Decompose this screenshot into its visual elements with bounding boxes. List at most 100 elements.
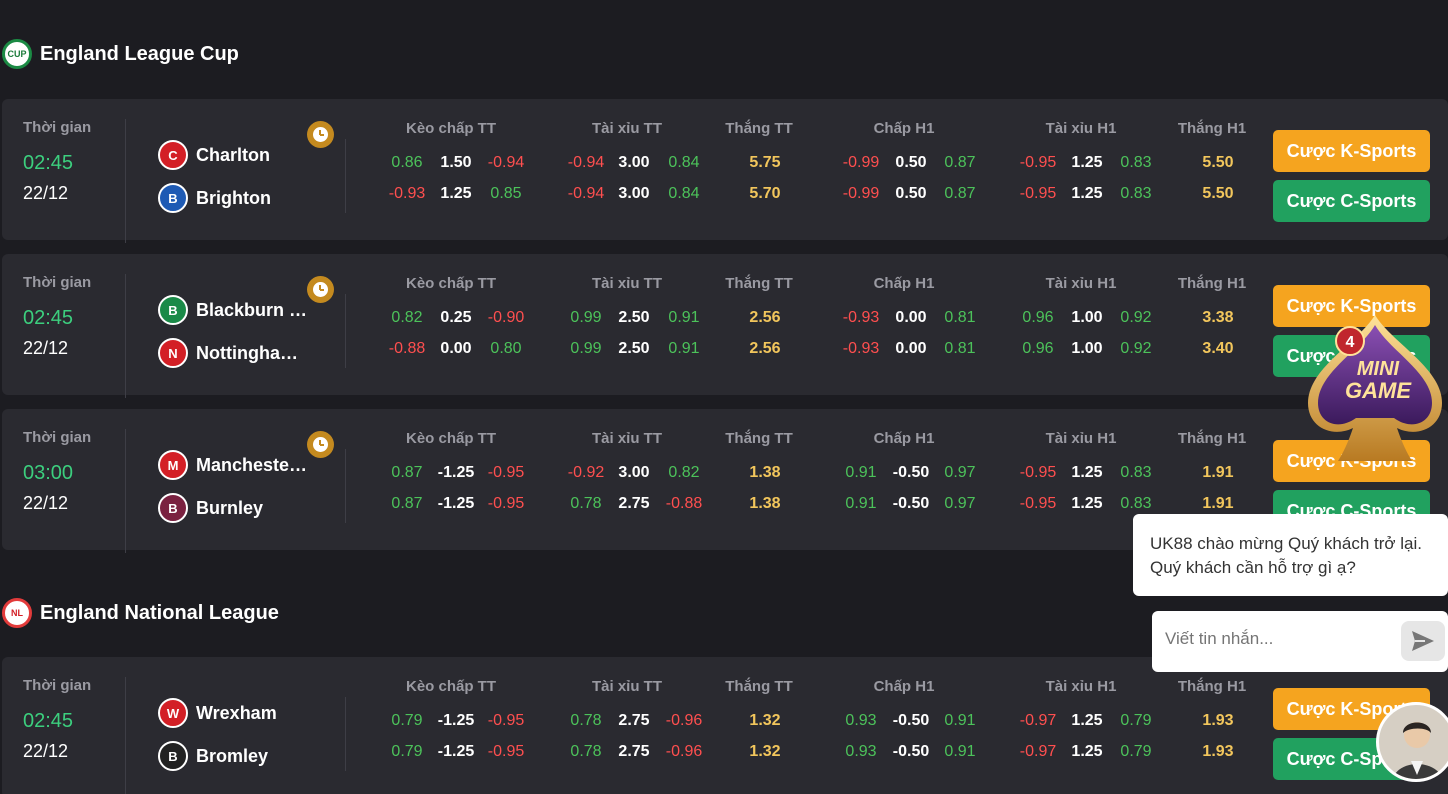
odds-value[interactable]: 5.70 <box>749 185 781 202</box>
odds-value[interactable]: 5.50 <box>1202 154 1234 171</box>
odds-value[interactable]: 0.83 <box>1120 464 1152 481</box>
odds-value[interactable]: -0.94 <box>567 185 605 202</box>
svg-text:GAME: GAME <box>1345 378 1412 403</box>
odds-value[interactable]: -0.95 <box>1019 185 1057 202</box>
odds-value[interactable]: 0.87 <box>391 464 423 481</box>
odds-value[interactable]: 0.93 <box>845 743 877 760</box>
odds-value[interactable]: -0.96 <box>665 743 703 760</box>
team-away[interactable]: B Brighton <box>158 183 271 213</box>
odds-value[interactable]: 0.93 <box>845 712 877 729</box>
odds-value[interactable]: 0.92 <box>1120 309 1152 326</box>
odds-value[interactable]: -0.95 <box>487 712 525 729</box>
odds-value[interactable]: 1.93 <box>1202 712 1234 729</box>
odds-value[interactable]: 0.79 <box>391 712 423 729</box>
odds-value[interactable]: 0.91 <box>944 743 976 760</box>
odds-value[interactable]: 0.81 <box>944 309 976 326</box>
odds-value[interactable]: 0.87 <box>944 185 976 202</box>
odds-value[interactable]: 0.82 <box>668 464 700 481</box>
odds-value[interactable]: -0.95 <box>1019 154 1057 171</box>
odds-value[interactable]: 2.56 <box>749 340 781 357</box>
chat-message-input[interactable] <box>1165 629 1395 649</box>
bet-c-sports-button[interactable]: Cược C-Sports <box>1273 180 1430 222</box>
odds-value[interactable]: 3.38 <box>1202 309 1234 326</box>
odds-value[interactable]: 0.97 <box>944 464 976 481</box>
odds-value[interactable]: 0.78 <box>570 712 602 729</box>
odds-value[interactable]: 1.38 <box>749 495 781 512</box>
team-home[interactable]: C Charlton <box>158 140 270 170</box>
clock-icon[interactable] <box>307 121 334 148</box>
clock-icon[interactable] <box>307 276 334 303</box>
odds-value[interactable]: 0.79 <box>391 743 423 760</box>
odds-value[interactable]: 0.79 <box>1120 712 1152 729</box>
odds-value[interactable]: -0.95 <box>1019 495 1057 512</box>
odds-value[interactable]: 0.96 <box>1022 309 1054 326</box>
clock-icon[interactable] <box>307 431 334 458</box>
odds-value[interactable]: 0.91 <box>668 340 700 357</box>
odds-value[interactable]: 0.85 <box>490 185 522 202</box>
bet-k-sports-button[interactable]: Cược K-Sports <box>1273 130 1430 172</box>
odds-value[interactable]: -0.97 <box>1019 743 1057 760</box>
odds-value[interactable]: 0.91 <box>944 712 976 729</box>
odds-value[interactable]: 0.87 <box>944 154 976 171</box>
odds-value[interactable]: 0.96 <box>1022 340 1054 357</box>
odds-value[interactable]: 0.84 <box>668 154 700 171</box>
odds-value[interactable]: 0.91 <box>845 464 877 481</box>
team-away[interactable]: B Burnley <box>158 493 263 523</box>
team-home[interactable]: M Manchester United <box>158 450 311 480</box>
send-button[interactable] <box>1401 621 1445 661</box>
odds-value[interactable]: -0.99 <box>842 185 880 202</box>
support-agent-avatar[interactable] <box>1376 702 1448 782</box>
team-name: Wrexham <box>196 702 277 723</box>
odds-value[interactable]: -0.94 <box>567 154 605 171</box>
odds-value[interactable]: -0.88 <box>665 495 703 512</box>
odds-value[interactable]: 5.50 <box>1202 185 1234 202</box>
team-away[interactable]: B Bromley <box>158 741 268 771</box>
odds-value[interactable]: -0.93 <box>388 185 426 202</box>
odds-value[interactable]: 1.91 <box>1202 495 1234 512</box>
odds-value[interactable]: 1.93 <box>1202 743 1234 760</box>
team-away[interactable]: N Nottingham Forest <box>158 338 311 368</box>
odds-value[interactable]: 0.81 <box>944 340 976 357</box>
odds-value[interactable]: 1.91 <box>1202 464 1234 481</box>
odds-value[interactable]: -0.94 <box>487 154 525 171</box>
odds-value[interactable]: 1.38 <box>749 464 781 481</box>
bet-k-sports-button[interactable]: Cược K-Sports <box>1273 285 1430 327</box>
odds-value[interactable]: 0.91 <box>668 309 700 326</box>
odds-value[interactable]: -0.95 <box>487 743 525 760</box>
odds-value[interactable]: 0.82 <box>391 309 423 326</box>
odds-value[interactable]: 0.78 <box>570 743 602 760</box>
odds-value[interactable]: 1.32 <box>749 743 781 760</box>
odds-value[interactable]: 0.84 <box>668 185 700 202</box>
odds-value[interactable]: 2.56 <box>749 309 781 326</box>
odds-value[interactable]: 1.32 <box>749 712 781 729</box>
odds-value[interactable]: -0.96 <box>665 712 703 729</box>
odds-value[interactable]: 0.83 <box>1120 154 1152 171</box>
odds-value[interactable]: -0.95 <box>487 495 525 512</box>
team-home[interactable]: B Blackburn Rovers <box>158 295 311 325</box>
odds-value[interactable]: 0.83 <box>1120 185 1152 202</box>
odds-value[interactable]: -0.90 <box>487 309 525 326</box>
odds-value[interactable]: 0.99 <box>570 340 602 357</box>
odds-value[interactable]: -0.93 <box>842 309 880 326</box>
odds-value[interactable]: 0.79 <box>1120 743 1152 760</box>
odds-value[interactable]: -0.97 <box>1019 712 1057 729</box>
odds-value[interactable]: 0.97 <box>944 495 976 512</box>
odds-value[interactable]: -0.95 <box>487 464 525 481</box>
odds-value[interactable]: -0.92 <box>567 464 605 481</box>
odds-value[interactable]: -0.99 <box>842 154 880 171</box>
odds-value[interactable]: 5.75 <box>749 154 781 171</box>
odds-value[interactable]: 3.40 <box>1202 340 1234 357</box>
odds-value[interactable]: -0.93 <box>842 340 880 357</box>
odds-value[interactable]: 0.83 <box>1120 495 1152 512</box>
odds-value[interactable]: 0.99 <box>570 309 602 326</box>
team-home[interactable]: W Wrexham <box>158 698 277 728</box>
mini-game-icon[interactable]: 4 MINI GAME <box>1302 313 1448 463</box>
odds-value[interactable]: 0.80 <box>490 340 522 357</box>
odds-value[interactable]: 0.78 <box>570 495 602 512</box>
odds-value[interactable]: -0.88 <box>388 340 426 357</box>
odds-value[interactable]: 0.86 <box>391 154 423 171</box>
odds-value[interactable]: 0.87 <box>391 495 423 512</box>
odds-value[interactable]: 0.91 <box>845 495 877 512</box>
odds-value[interactable]: 0.92 <box>1120 340 1152 357</box>
odds-value[interactable]: -0.95 <box>1019 464 1057 481</box>
